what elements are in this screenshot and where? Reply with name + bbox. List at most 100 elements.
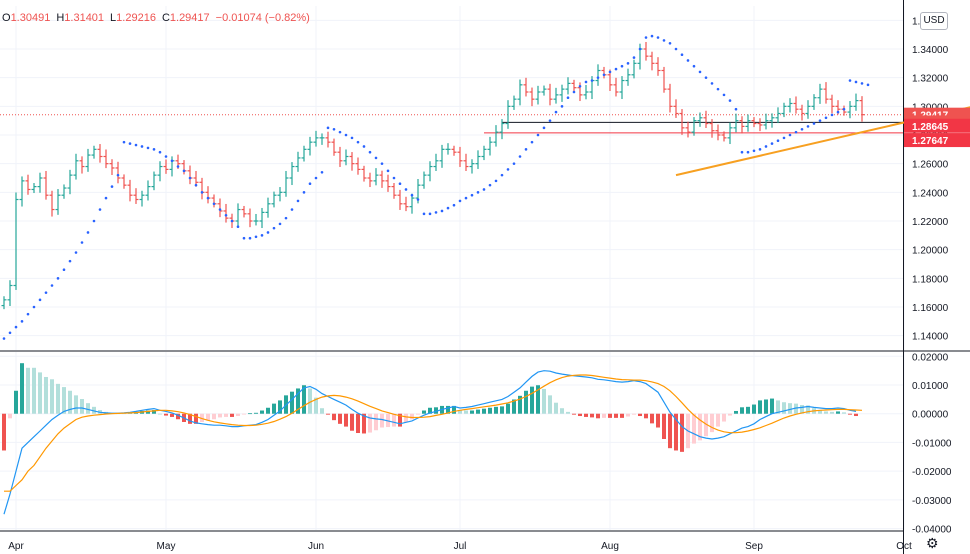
psar-dot [644, 36, 648, 39]
macd-histogram-bar [50, 379, 54, 414]
ohlc-bar [133, 188, 139, 204]
macd-histogram-bar [614, 413, 618, 418]
price-axis-tick-label: 1.14000 [912, 332, 949, 343]
macd-histogram-bar [590, 413, 594, 418]
psar-dot [722, 93, 726, 97]
macd-histogram-bar [218, 413, 222, 418]
macd-histogram-bar [248, 413, 252, 415]
psar-dot [572, 90, 576, 94]
macd-histogram-bar [428, 407, 432, 414]
macd-histogram-bar [362, 413, 366, 434]
psar-dot [650, 34, 654, 38]
macd-axis-tick-label: -0.03000 [912, 496, 952, 507]
psar-dot [632, 56, 636, 59]
ohlc-bar [115, 161, 121, 184]
psar-dot [374, 156, 378, 160]
price-axis-tick-label: 1.16000 [912, 303, 949, 314]
macd-histogram-bar [524, 390, 528, 414]
psar-dot [512, 162, 516, 165]
psar-dot [692, 64, 696, 68]
macd-histogram-bar [8, 413, 12, 419]
psar-dot [320, 170, 324, 174]
macd-histogram-bar [836, 411, 840, 414]
macd-line [3, 370, 857, 515]
ohlc-bar [493, 125, 499, 147]
psar-dot [836, 110, 840, 114]
ohlc-bar [601, 66, 607, 79]
psar-dot [92, 219, 96, 223]
ohlc-bar [811, 94, 817, 110]
macd-histogram-bar [326, 413, 330, 415]
psar-dot [188, 176, 192, 180]
ohlc-bar [841, 105, 847, 116]
psar-dot [170, 159, 174, 163]
ohlc-bar [19, 176, 25, 207]
psar-dot [668, 41, 672, 45]
macd-histogram-bar [566, 411, 570, 414]
time-axis-tick-label: Apr [8, 541, 24, 552]
psar-dot [548, 119, 552, 122]
psar-dot [278, 222, 282, 226]
ohlc-bar [661, 66, 667, 93]
macd-histogram-bar [464, 410, 468, 414]
macd-histogram-bar [374, 413, 378, 431]
ohlc-bar [49, 190, 55, 217]
macd-histogram-bar [278, 400, 282, 414]
macd-histogram-bar [710, 413, 714, 433]
gear-icon[interactable]: ⚙ [926, 535, 939, 551]
ohlc-bar [505, 100, 511, 129]
macd-histogram-bar [668, 413, 672, 449]
ohlc-bar [379, 170, 385, 188]
psar-dot [476, 191, 480, 194]
ohlc-bar [361, 165, 367, 182]
psar-dot [50, 284, 54, 287]
macd-histogram-bar [758, 400, 762, 414]
macd-histogram-bar [818, 410, 822, 414]
ohlc-bar [319, 133, 325, 145]
signal-line [4, 374, 863, 492]
close-value: 1.29417 [169, 12, 210, 24]
ohlc-bar [301, 145, 307, 162]
ohlc-bar [253, 213, 259, 226]
ohlc-bar [469, 159, 475, 174]
macd-histogram-bar [722, 413, 726, 422]
ohlc-bar [307, 136, 313, 156]
ohlc-legend: O1.30491 H1.31401 L1.29216 C1.29417 −0.01074… [2, 12, 316, 24]
psar-dot [800, 127, 804, 131]
psar-dot [452, 203, 456, 207]
ohlc-bar [139, 190, 145, 207]
psar-dot [602, 73, 606, 77]
ohlc-bar [559, 84, 565, 102]
ohlc-bar [37, 172, 43, 193]
ohlc-bar [541, 85, 547, 96]
macd-histogram-bar [164, 413, 168, 416]
psar-dot [410, 193, 414, 197]
ohlc-bar [163, 159, 169, 174]
ohlc-bar [649, 51, 655, 71]
psar-dot [422, 212, 426, 216]
ohlc-bar [211, 194, 217, 208]
ohlc-bar [223, 203, 229, 223]
ohlc-bar [565, 77, 571, 95]
macd-histogram-bar [398, 413, 402, 427]
ohlc-bar [433, 153, 439, 171]
psar-dot [806, 125, 810, 128]
ohlc-bar [757, 118, 763, 132]
ohlc-bar [235, 203, 241, 227]
macd-histogram-bar [230, 413, 234, 417]
macd-histogram-bar [380, 413, 384, 428]
macd-axis-tick-label: 0.00000 [912, 410, 949, 421]
currency-button[interactable]: USD [920, 12, 948, 30]
macd-histogram-bar [158, 413, 162, 415]
time-axis-tick-label: May [157, 541, 176, 552]
macd-histogram-bar [446, 405, 450, 414]
ohlc-bar [487, 136, 493, 156]
ohlc-bar [517, 79, 523, 106]
ohlc-bar [439, 144, 445, 168]
price-axis-tick-label: 1.20000 [912, 246, 949, 257]
ohlc-bar [91, 145, 97, 159]
psar-dot [56, 277, 60, 280]
psar-dot [212, 202, 216, 206]
psar-dot [254, 235, 258, 239]
